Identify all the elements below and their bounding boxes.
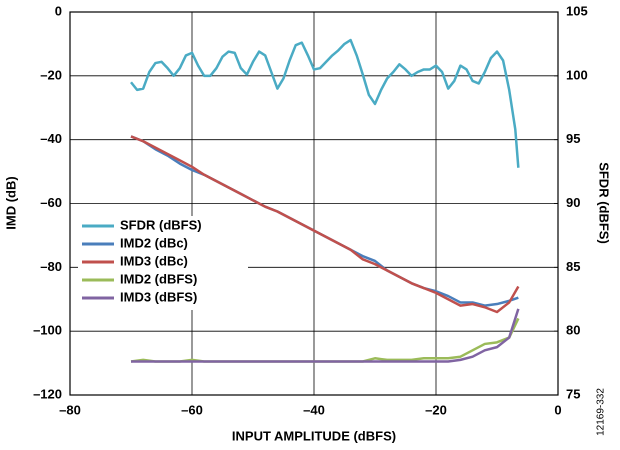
y-tick-label: –120 <box>33 386 62 401</box>
y-tick-label: 0 <box>55 3 62 18</box>
x-tick-label: –80 <box>59 402 81 417</box>
x-tick-label: –60 <box>181 402 203 417</box>
legend-label: IMD2 (dBFS) <box>120 271 197 286</box>
legend-label: SFDR (dBFS) <box>120 217 202 232</box>
x-tick-label: –40 <box>303 402 325 417</box>
y2-tick-label: 90 <box>566 195 580 210</box>
y2-tick-label: 85 <box>566 259 580 274</box>
series-line <box>130 38 520 168</box>
x-tick-label: 0 <box>554 402 561 417</box>
y-tick-label: –100 <box>33 323 62 338</box>
y2-tick-label: 75 <box>566 386 580 401</box>
figure-id: 12169-332 <box>596 388 607 436</box>
series-line <box>130 135 520 314</box>
y2-axis-label: SFDR (dBFS) <box>597 162 612 244</box>
x-tick-label: –20 <box>425 402 447 417</box>
y2-tick-label: 105 <box>566 3 588 18</box>
series-line <box>130 317 520 363</box>
y-axis-label: IMD (dB) <box>3 176 18 229</box>
x-axis-label: INPUT AMPLITUDE (dBFS) <box>232 428 396 443</box>
y2-tick-label: 95 <box>566 131 580 146</box>
y-tick-label: –80 <box>40 259 62 274</box>
y2-tick-label: 80 <box>566 323 580 338</box>
legend-label: IMD3 (dBc) <box>120 253 188 268</box>
legend-label: IMD3 (dBFS) <box>120 289 197 304</box>
legend-label: IMD2 (dBc) <box>120 235 188 250</box>
y-tick-label: –40 <box>40 131 62 146</box>
series-line <box>131 308 520 363</box>
y2-tick-label: 100 <box>566 67 588 82</box>
y-tick-label: –20 <box>40 67 62 82</box>
plot-frame <box>69 11 559 396</box>
y-tick-label: –60 <box>40 195 62 210</box>
